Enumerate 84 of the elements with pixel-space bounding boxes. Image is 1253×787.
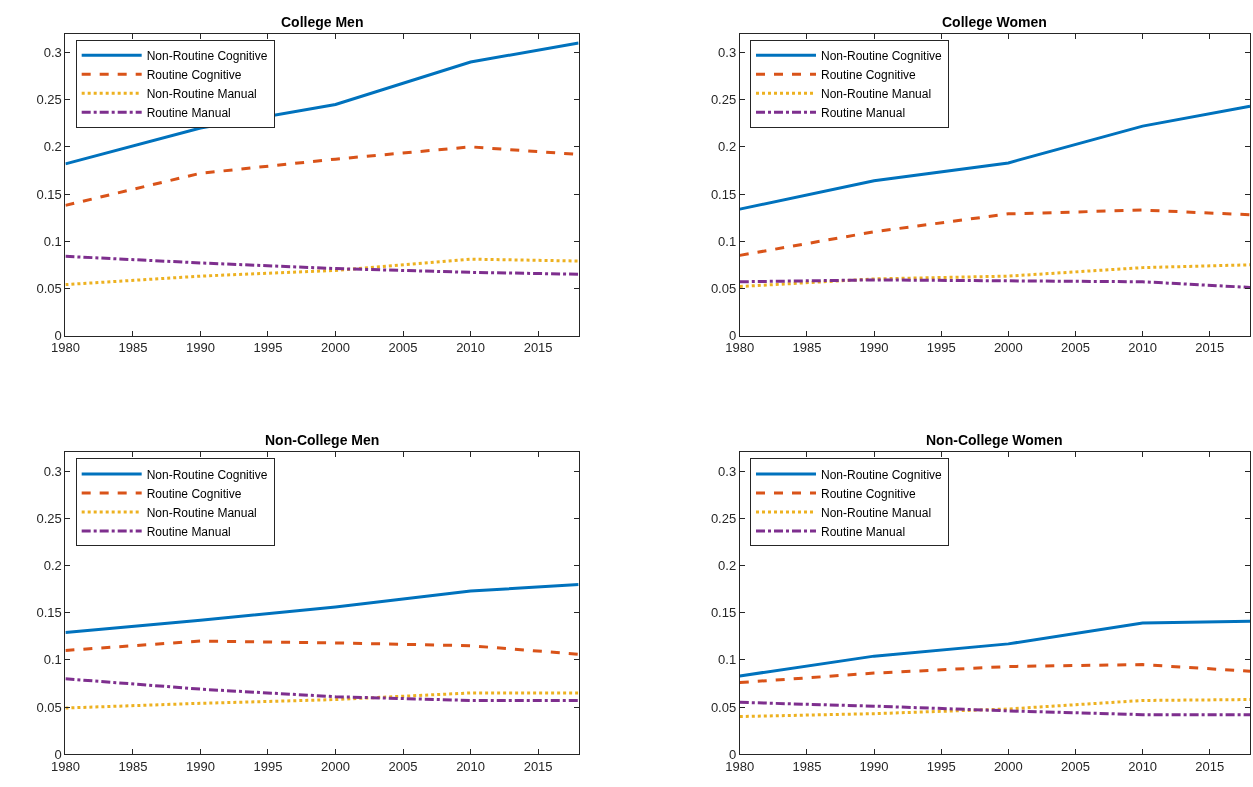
y-tick-label: 0.15: [36, 605, 62, 621]
x-tick-label: 2015: [1195, 758, 1225, 774]
line-series: [739, 208, 1251, 257]
x-tick-label: 2005: [388, 340, 418, 356]
line-series: [65, 257, 579, 287]
y-tick-label: 0.3: [43, 45, 62, 61]
legend-label: Non-Routine Cognitive: [146, 48, 268, 63]
y-tick-label: 0.3: [43, 463, 62, 479]
x-tick-label: 2010: [1128, 758, 1158, 774]
line-series: [65, 582, 579, 635]
y-tick-label: 0.1: [43, 652, 62, 668]
chart-title: Non-College Men: [265, 432, 380, 448]
legend-label: Routine Manual: [146, 524, 231, 539]
legend-label: Non-Routine Cognitive: [821, 48, 943, 63]
y-tick-label: 0.1: [718, 233, 737, 249]
legend-label: Routine Manual: [821, 105, 906, 120]
y-tick-label: 0.05: [36, 699, 62, 715]
y-tick-label: 0.1: [718, 652, 737, 668]
x-tick-label: 2010: [456, 340, 486, 356]
x-tick-label: 2015: [1195, 340, 1225, 356]
legend-label: Non-Routine Manual: [146, 505, 257, 520]
y-tick-label: 0.05: [710, 699, 737, 715]
x-tick-label: 2000: [993, 340, 1023, 356]
x-tick-label: 1995: [926, 758, 956, 774]
line-series: [739, 619, 1251, 678]
x-tick-label: 1985: [118, 758, 148, 774]
legend-label: Routine Cognitive: [146, 67, 242, 82]
x-tick-label: 1995: [253, 340, 283, 356]
x-tick-label: 1995: [926, 340, 956, 356]
x-tick-label: 2010: [1128, 340, 1158, 356]
chart-title: Non-College Women: [926, 432, 1063, 448]
y-tick-label: 0.15: [710, 186, 737, 202]
legend-label: Routine Cognitive: [146, 486, 242, 501]
x-tick-label: 1985: [792, 340, 822, 356]
y-tick-label: 0.25: [710, 510, 737, 526]
legend-label: Non-Routine Manual: [821, 86, 932, 101]
line-series: [65, 254, 579, 276]
x-tick-label: 2000: [321, 340, 350, 356]
line-series: [739, 104, 1251, 211]
x-tick-label: 2005: [1061, 340, 1090, 356]
x-tick-label: 1995: [253, 758, 283, 774]
x-tick-label: 1990: [859, 758, 889, 774]
y-tick-label: 0.25: [36, 510, 62, 526]
y-tick-label: 0.15: [36, 186, 62, 202]
y-tick-label: 0.05: [36, 280, 62, 296]
legend-label: Non-Routine Manual: [821, 505, 932, 520]
legend-label: Routine Cognitive: [821, 486, 917, 501]
line-series: [739, 263, 1251, 288]
line-series: [65, 691, 579, 710]
x-tick-label: 1990: [186, 340, 215, 356]
legend-label: Non-Routine Manual: [146, 86, 257, 101]
y-tick-label: 0.25: [710, 92, 737, 108]
chart-title: College Women: [942, 14, 1047, 30]
y-tick-label: 0.3: [718, 45, 737, 61]
x-tick-label: 2015: [523, 758, 553, 774]
x-tick-label: 1990: [859, 340, 889, 356]
x-tick-label: 2000: [321, 758, 350, 774]
x-tick-label: 2005: [388, 758, 418, 774]
legend-label: Routine Manual: [821, 524, 906, 539]
y-tick-label: 0.2: [43, 558, 62, 574]
line-series: [739, 663, 1251, 685]
legend-label: Non-Routine Cognitive: [146, 467, 268, 482]
y-tick-label: 0.15: [710, 605, 737, 621]
legend-label: Routine Manual: [146, 105, 231, 120]
x-tick-label: 1985: [792, 758, 822, 774]
x-tick-label: 2015: [523, 340, 553, 356]
line-series: [65, 677, 579, 702]
y-tick-label: 0.2: [718, 558, 737, 574]
x-tick-label: 1985: [118, 340, 148, 356]
x-tick-label: 2005: [1061, 758, 1090, 774]
y-tick-label: 0.1: [43, 233, 62, 249]
x-tick-label: 1990: [186, 758, 215, 774]
legend-label: Non-Routine Cognitive: [821, 467, 943, 482]
line-series: [739, 278, 1251, 289]
line-series: [65, 639, 579, 656]
x-tick-label: 2000: [993, 758, 1023, 774]
chart-title: College Men: [281, 14, 364, 30]
legend-label: Routine Cognitive: [821, 67, 917, 82]
y-tick-label: 0.3: [718, 463, 737, 479]
y-tick-label: 0.2: [43, 139, 62, 155]
y-tick-label: 0.2: [718, 139, 737, 155]
y-tick-label: 0.05: [710, 280, 737, 296]
y-tick-label: 0.25: [36, 92, 62, 108]
x-tick-label: 2010: [456, 758, 486, 774]
